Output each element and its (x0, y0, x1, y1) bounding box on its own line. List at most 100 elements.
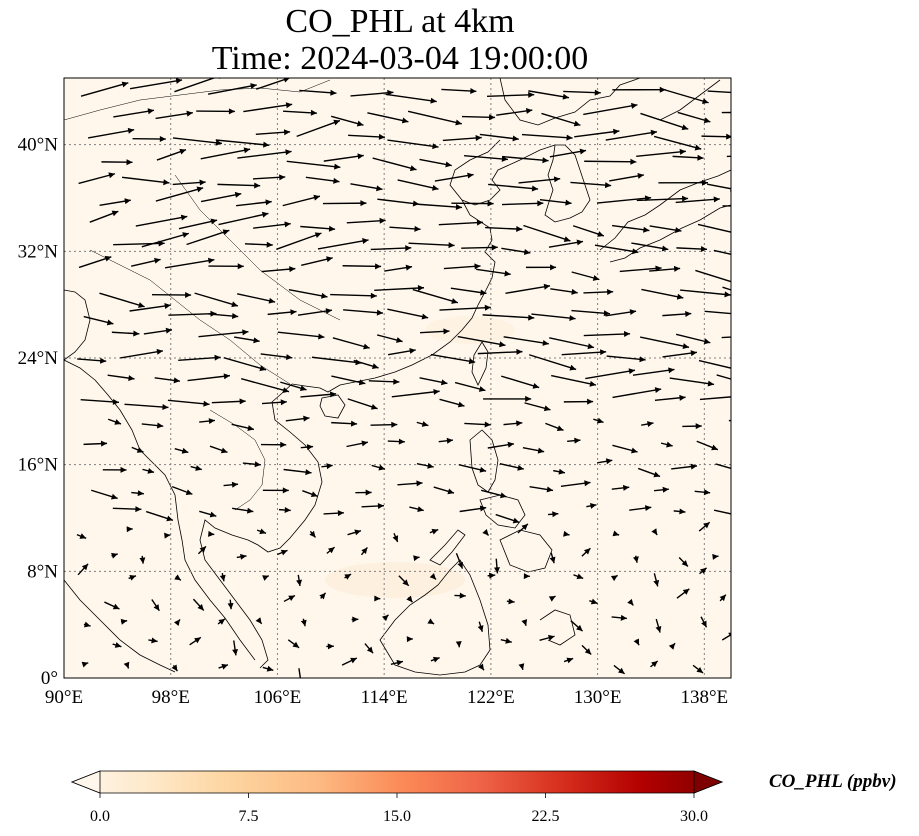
wind-vector (217, 183, 261, 187)
wind-vector (551, 374, 597, 386)
wind-arrowhead (627, 598, 634, 606)
wind-vector (155, 112, 193, 120)
wind-arrowhead (309, 530, 316, 538)
coastline-bohai (449, 139, 556, 206)
wind-arrowhead (282, 487, 289, 494)
coastline-sumatra (64, 579, 176, 673)
wind-vector (640, 336, 690, 349)
wind-arrowhead (128, 375, 135, 382)
wind-arrowhead (266, 241, 273, 248)
wind-vector (172, 137, 223, 145)
wind-arrowhead (253, 337, 260, 344)
wind-vector (594, 244, 639, 253)
wind-arrowhead (628, 368, 636, 375)
wind-arrowhead (210, 218, 218, 225)
wind-arrowhead (391, 421, 398, 428)
wind-arrowhead (164, 532, 171, 539)
wind-vector (439, 306, 491, 311)
wind-arrowhead (374, 595, 381, 602)
wind-arrowhead (700, 246, 708, 253)
wind-arrowhead (412, 200, 420, 207)
wind-arrowhead (647, 421, 654, 427)
wind-arrowhead (261, 211, 269, 218)
wind-arrowhead (696, 666, 704, 673)
wind-arrowhead (430, 97, 437, 104)
wind-arrowhead (760, 297, 767, 303)
wind-arrowhead (246, 507, 254, 514)
wind-arrowhead (231, 313, 239, 320)
wind-vector (461, 246, 498, 249)
wind-arrowhead (327, 547, 335, 554)
wind-vector (198, 331, 249, 338)
wind-arrowhead (179, 148, 186, 155)
wind-vector (408, 242, 455, 247)
wind-arrowhead (405, 264, 413, 271)
wind-vector (695, 269, 731, 283)
colorbar-extend-high (693, 770, 724, 794)
y-tick-label: 16°N (18, 455, 59, 476)
wind-arrowhead (525, 395, 532, 402)
coastline-taiwan (471, 341, 489, 386)
wind-arrowhead (592, 275, 600, 281)
wind-arrowhead (668, 643, 676, 650)
wind-arrowhead (528, 314, 535, 321)
wind-arrowhead (214, 354, 221, 361)
wind-arrowhead (203, 400, 210, 407)
wind-arrowhead (329, 391, 337, 398)
wind-arrowhead (325, 308, 332, 315)
wind-vector (129, 79, 183, 90)
wind-arrowhead (682, 343, 690, 350)
wind-vector (412, 288, 459, 304)
wind-arrowhead (377, 503, 384, 509)
wind-arrowhead (406, 595, 413, 603)
wind-arrowhead (639, 356, 646, 363)
wind-arrowhead (573, 120, 581, 127)
wind-arrowhead (159, 135, 166, 142)
x-tick-label: 114°E (361, 687, 408, 708)
wind-vector (713, 249, 731, 255)
wind-arrowhead (597, 231, 604, 237)
wind-arrowhead (135, 506, 142, 513)
wind-arrowhead (79, 533, 87, 539)
wind-vector (348, 134, 386, 138)
wind-arrowhead (491, 244, 498, 251)
wind-arrowhead (754, 109, 760, 115)
wind-arrowhead (732, 366, 739, 372)
wind-arrowhead (499, 341, 506, 348)
wind-vector (496, 109, 533, 116)
wind-arrowhead (296, 579, 303, 586)
wind-arrowhead (239, 398, 246, 405)
wind-arrowhead (302, 677, 304, 678)
wind-vector (377, 198, 420, 205)
wind-vector (282, 195, 321, 207)
wind-arrowhead (518, 663, 525, 670)
wind-arrowhead (405, 245, 412, 252)
wind-arrowhead (459, 592, 466, 599)
wind-arrowhead (607, 288, 614, 295)
wind-vector (464, 155, 509, 161)
wind-vector (479, 133, 519, 140)
wind-vector (237, 293, 276, 303)
wind-arrowhead (451, 298, 458, 304)
wind-vector (194, 292, 239, 307)
wind-arrowhead (333, 119, 340, 126)
border-1 (174, 174, 341, 321)
wind-arrowhead (517, 464, 524, 471)
wind-arrowhead (319, 592, 326, 600)
wind-arrowhead (644, 505, 652, 512)
wind-arrowhead (121, 81, 129, 88)
wind-arrowhead (553, 176, 561, 183)
wind-arrowhead (223, 373, 230, 380)
wind-arrowhead (409, 165, 417, 172)
wind-arrowhead (219, 574, 226, 582)
wind-arrowhead (622, 484, 630, 491)
wind-vector (350, 91, 394, 97)
wind-arrowhead (114, 642, 122, 648)
wind-arrowhead (350, 420, 358, 427)
wind-arrowhead (417, 506, 424, 513)
wind-arrowhead (440, 379, 448, 386)
wind-arrowhead (431, 528, 439, 535)
wind-arrowhead (731, 394, 737, 400)
wind-arrowhead (356, 120, 364, 127)
wind-arrowhead (654, 387, 662, 393)
